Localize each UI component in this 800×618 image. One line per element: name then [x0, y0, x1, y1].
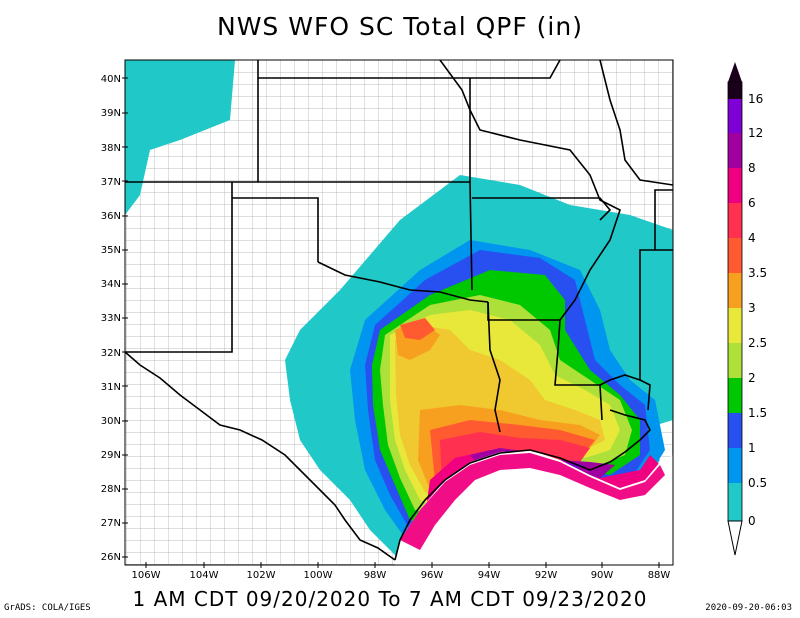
legend-swatch	[728, 99, 742, 133]
lat-label: 28N	[101, 484, 121, 495]
lat-label: 35N	[101, 245, 121, 256]
lon-label: 98W	[364, 570, 387, 581]
lon-label: 92W	[535, 570, 558, 581]
legend-label: 16	[748, 92, 763, 106]
legend-label: 1	[748, 441, 756, 455]
qpf-zone-0-5	[125, 60, 235, 215]
map-title: NWS WFO SC Total QPF (in)	[217, 12, 583, 41]
legend-top-arrow	[728, 62, 742, 82]
lat-axis: 40N 39N 38N 37N 36N 35N 34N 33N 32N 31N …	[101, 74, 121, 563]
legend-bottom-arrow	[727, 520, 743, 556]
legend-swatch	[728, 133, 742, 168]
legend-swatch	[728, 82, 742, 99]
legend-label: 12	[748, 126, 763, 140]
qpf-shading	[125, 60, 673, 565]
coastal-band	[400, 453, 665, 550]
lat-label: 38N	[101, 143, 121, 154]
lat-label: 40N	[101, 74, 121, 85]
legend-swatch	[728, 378, 742, 413]
lon-axis: 106W 104W 102W 100W 98W 96W 94W 92W 90W …	[132, 570, 671, 581]
legend-label: 1.5	[748, 406, 767, 420]
lon-ticks	[145, 562, 660, 568]
legend-swatch	[728, 448, 742, 483]
legend-label: 2	[748, 371, 756, 385]
lon-label: 88W	[648, 570, 671, 581]
lon-label: 96W	[421, 570, 444, 581]
state-boundaries	[125, 60, 673, 561]
lat-label: 36N	[101, 211, 121, 222]
legend-swatch	[728, 308, 742, 343]
lat-label: 27N	[101, 518, 121, 529]
legend-label: 3	[748, 301, 756, 315]
valid-period: 1 AM CDT 09/20/2020 To 7 AM CDT 09/23/20…	[132, 587, 648, 611]
grads-credit: GrADS: COLA/IGES	[4, 603, 91, 613]
lat-label: 30N	[101, 416, 121, 427]
lat-ticks	[122, 77, 128, 558]
legend-swatch	[728, 343, 742, 378]
lon-label: 90W	[591, 570, 614, 581]
legend-label: 2.5	[748, 336, 767, 350]
legend-swatch	[728, 203, 742, 238]
lat-label: 39N	[101, 108, 121, 119]
lon-label: 100W	[304, 570, 333, 581]
legend-label: 0	[748, 514, 756, 528]
lat-label: 26N	[101, 552, 121, 563]
legend-label: 4	[748, 231, 756, 245]
lat-label: 34N	[101, 279, 121, 290]
lat-label: 31N	[101, 382, 121, 393]
generated-timestamp: 2020-09-20-06:03	[705, 603, 792, 613]
legend-label: 6	[748, 196, 756, 210]
legend-label: 8	[748, 161, 756, 175]
lat-label: 33N	[101, 313, 121, 324]
qpf-zone-6	[400, 318, 435, 340]
legend-label: 0.5	[748, 476, 767, 490]
legend-swatch	[728, 413, 742, 448]
lon-label: 106W	[132, 570, 161, 581]
legend-swatch	[728, 168, 742, 203]
lon-label: 94W	[478, 570, 501, 581]
map-frame	[124, 59, 674, 566]
lat-label: 29N	[101, 450, 121, 461]
legend-swatch	[728, 273, 742, 308]
color-legend: 16 12 8 6 4 3.5 3 2.5 2 1.5 1 0.5 0	[727, 62, 767, 556]
legend-swatch	[728, 238, 742, 273]
lat-label: 32N	[101, 348, 121, 359]
lon-label: 102W	[247, 570, 276, 581]
lat-label: 37N	[101, 177, 121, 188]
base-map	[125, 60, 673, 565]
qpf-zone-8	[440, 432, 590, 492]
lon-label: 104W	[190, 570, 219, 581]
legend-swatch	[728, 483, 742, 521]
legend-label: 3.5	[748, 266, 767, 280]
